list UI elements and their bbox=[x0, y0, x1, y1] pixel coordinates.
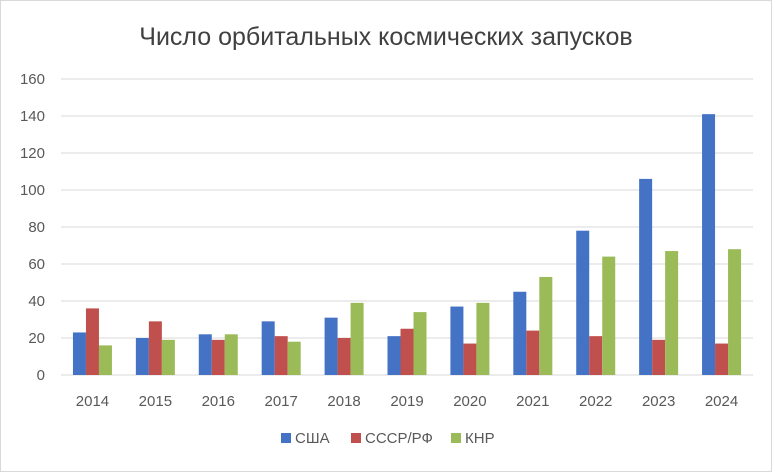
legend-swatch bbox=[351, 433, 361, 443]
bar bbox=[98, 345, 112, 375]
y-tick-label: 120 bbox=[20, 145, 45, 162]
bar bbox=[413, 312, 427, 375]
bar bbox=[539, 276, 553, 375]
bar bbox=[148, 321, 162, 375]
legend-label: СССР/РФ bbox=[365, 430, 433, 447]
bar bbox=[387, 336, 401, 375]
y-tick-label: 40 bbox=[28, 293, 45, 310]
y-tick-label: 0 bbox=[37, 367, 45, 384]
bar bbox=[324, 317, 338, 375]
x-tick-label: 2015 bbox=[139, 393, 172, 410]
bar bbox=[287, 341, 301, 375]
x-tick-label: 2024 bbox=[705, 393, 738, 410]
bar bbox=[450, 306, 464, 375]
bar bbox=[476, 302, 490, 375]
legend-item: СССР/РФ bbox=[351, 430, 433, 447]
bar bbox=[261, 321, 275, 375]
bar bbox=[211, 339, 225, 375]
bar bbox=[274, 336, 288, 375]
y-tick-label: 160 bbox=[20, 71, 45, 88]
x-tick-label: 2020 bbox=[453, 393, 486, 410]
x-axis-ticks: 2014 2015 2016 2017 2018 2019 2020 2021 2022 2023… bbox=[76, 393, 738, 410]
bar bbox=[513, 291, 527, 375]
y-tick-label: 100 bbox=[20, 182, 45, 199]
y-tick-label: 140 bbox=[20, 108, 45, 125]
legend-swatch bbox=[281, 433, 291, 443]
bar bbox=[728, 249, 742, 375]
legend: США СССР/РФ КНР bbox=[281, 430, 495, 447]
legend-item: КНР bbox=[451, 430, 495, 447]
bar bbox=[715, 343, 729, 375]
x-tick-label: 2017 bbox=[264, 393, 297, 410]
y-axis-ticks: 0 20 40 60 80 100 120 140 160 bbox=[20, 71, 45, 384]
x-tick-label: 2014 bbox=[76, 393, 109, 410]
y-tick-label: 20 bbox=[28, 330, 45, 347]
bar bbox=[337, 338, 351, 375]
y-tick-label: 80 bbox=[28, 219, 45, 236]
x-tick-label: 2022 bbox=[579, 393, 612, 410]
legend-label: США bbox=[295, 430, 330, 447]
bar bbox=[652, 339, 666, 375]
bar bbox=[463, 343, 477, 375]
bar bbox=[350, 302, 364, 375]
bar bbox=[576, 230, 590, 375]
chart-title: Число орбитальных космических запусков bbox=[139, 23, 632, 51]
bar bbox=[589, 336, 603, 375]
bar bbox=[85, 308, 99, 375]
legend-item: США bbox=[281, 430, 330, 447]
bars bbox=[72, 114, 742, 376]
bar bbox=[526, 330, 540, 375]
bar bbox=[135, 338, 149, 375]
bar bbox=[400, 328, 414, 375]
bar bbox=[602, 256, 616, 375]
bar bbox=[224, 334, 238, 375]
x-tick-label: 2018 bbox=[327, 393, 360, 410]
legend-swatch bbox=[451, 433, 461, 443]
x-tick-label: 2019 bbox=[390, 393, 423, 410]
legend-label: КНР bbox=[465, 430, 495, 447]
gridlines bbox=[61, 78, 753, 376]
bar bbox=[665, 251, 679, 375]
x-tick-label: 2021 bbox=[516, 393, 549, 410]
bar bbox=[72, 332, 86, 375]
x-tick-label: 2023 bbox=[642, 393, 675, 410]
x-tick-label: 2016 bbox=[202, 393, 235, 410]
bar bbox=[198, 334, 212, 375]
bar bbox=[702, 114, 716, 376]
bar bbox=[639, 178, 653, 375]
y-tick-label: 60 bbox=[28, 256, 45, 273]
bar bbox=[161, 339, 175, 375]
